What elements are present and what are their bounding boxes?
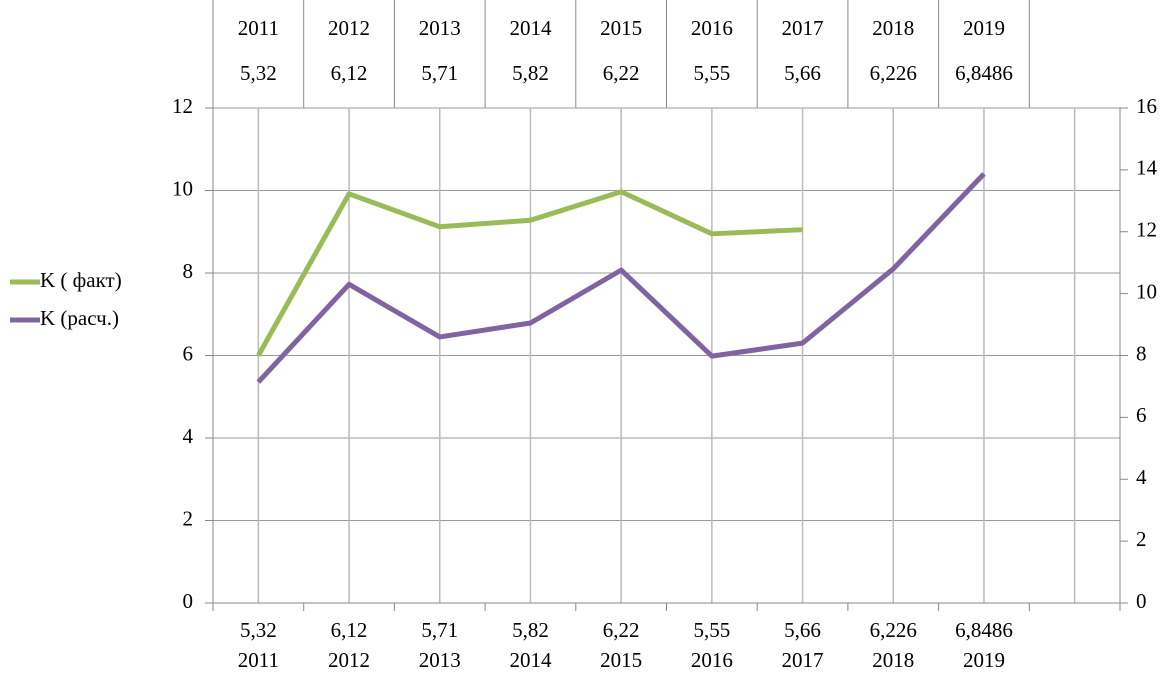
table-cell: 2019 [963,16,1005,40]
x-tick-label: 5,71 [421,618,458,642]
x-tick-label: 2015 [600,648,642,672]
y2-tick-label: 2 [1136,527,1147,551]
y2-tick-label: 12 [1136,218,1157,242]
table-cell: 5,66 [784,61,821,85]
table-cell: 2015 [600,16,642,40]
y-tick-label: 0 [183,589,194,613]
x-tick-label: 2017 [782,648,824,672]
table-cell: 5,71 [421,61,458,85]
y-tick-label: 2 [183,506,194,530]
x-tick-label: 6,226 [870,618,917,642]
y2-tick-label: 0 [1136,589,1147,613]
x-tick-label: 2013 [419,648,461,672]
y-tick-label: 6 [183,341,194,365]
table-cell: 2012 [328,16,370,40]
x-tick-label: 2011 [238,648,279,672]
y2-tick-label: 16 [1136,94,1157,118]
table-cell: 2018 [872,16,914,40]
x-tick-label: 2012 [328,648,370,672]
table-cell: 2017 [782,16,824,40]
legend-label: K ( факт) [40,268,122,292]
x-tick-label: 2014 [509,648,552,672]
y-tick-label: 10 [172,176,193,200]
table-cell: 6,226 [870,61,917,85]
y-tick-label: 8 [183,259,194,283]
table-cell: 2014 [509,16,552,40]
table-cell: 5,32 [240,61,277,85]
y2-tick-label: 10 [1136,279,1157,303]
series-line [256,172,986,384]
y-tick-label: 4 [183,424,194,448]
y-tick-label: 12 [172,94,193,118]
y2-tick-label: 8 [1136,341,1147,365]
table-cell: 5,55 [693,61,730,85]
table-cell: 6,8486 [955,61,1013,85]
x-tick-label: 5,32 [240,618,277,642]
table-cell: 2011 [238,16,279,40]
table-cell: 2013 [419,16,461,40]
x-tick-label: 6,12 [331,618,368,642]
x-tick-label: 5,82 [512,618,549,642]
x-tick-label: 6,22 [603,618,640,642]
table-cell: 6,22 [603,61,640,85]
x-tick-label: 2019 [963,648,1005,672]
y2-tick-label: 4 [1136,465,1147,489]
table-cell: 5,82 [512,61,549,85]
y2-tick-label: 6 [1136,403,1147,427]
table-cell: 6,12 [331,61,368,85]
x-tick-label: 2018 [872,648,914,672]
x-tick-label: 6,8486 [955,618,1013,642]
series-line [256,189,803,357]
legend-label: K (расч.) [40,306,119,330]
y2-tick-label: 14 [1136,156,1158,180]
x-tick-label: 2016 [691,648,733,672]
x-tick-label: 5,55 [693,618,730,642]
table-cell: 2016 [691,16,733,40]
x-tick-label: 5,66 [784,618,821,642]
